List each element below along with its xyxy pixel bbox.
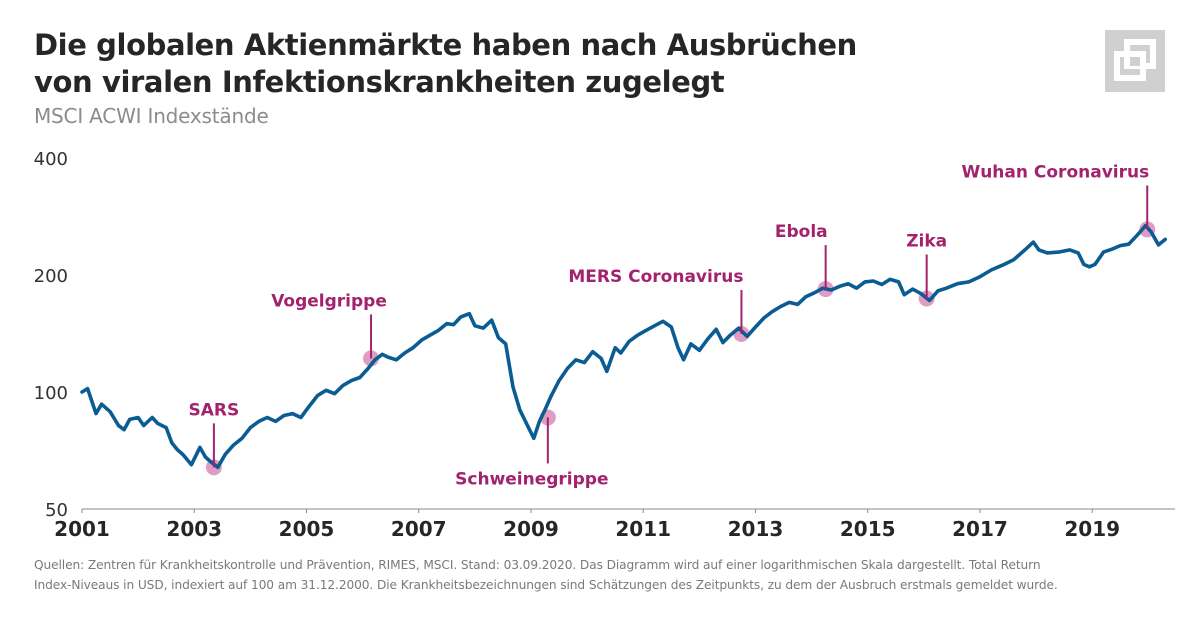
x-tick-label: 2009 [503,517,559,541]
footnote-line-2: Index-Niveaus in USD, indexiert auf 100 … [34,578,1058,592]
y-tick-label: 400 [34,149,68,170]
x-tick-label: 2003 [166,517,222,541]
y-tick-label: 200 [34,266,68,287]
x-tick-label: 2005 [279,517,335,541]
annotation-label: Vogelgrippe [271,291,387,311]
overlapping-squares-logo-icon [1105,30,1165,92]
x-tick-label: 2019 [1064,517,1120,541]
y-tick-label: 100 [34,383,68,404]
footnote-line-1: Quellen: Zentren für Krankheitskontrolle… [34,558,1041,572]
annotation-label: Schweinegrippe [455,469,608,489]
x-tick-label: 2017 [952,517,1008,541]
x-tick-label: 2001 [54,517,110,541]
annotation-label: Zika [906,232,947,252]
x-tick-label: 2007 [391,517,447,541]
series-line-msci-acwi [80,223,1167,470]
y-tick-label: 50 [45,500,68,521]
chart-title: Die globalen Aktienmärkte haben nach Aus… [34,27,857,101]
chart-title-line-1: Die globalen Aktienmärkte haben nach Aus… [34,28,857,62]
annotation-label: MERS Coronavirus [568,267,743,287]
x-tick-label: 2015 [840,517,896,541]
annotations: SARS Vogelgrippe Schweinegrippe MERS Corona… [189,162,1150,489]
annotation-label: Ebola [775,222,828,242]
x-tick-label: 2013 [728,517,784,541]
chart-title-line-2: von viralen Infektionskrankheiten zugele… [34,65,725,99]
footnote: Quellen: Zentren für Krankheitskontrolle… [34,555,1184,595]
y-axis: 50 100 200 400 [34,149,68,521]
x-axis: 2001 2003 2005 2007 2009 2011 2013 2015 2017 2019 [54,509,1120,541]
annotation-label: Wuhan Coronavirus [961,162,1149,182]
annotation-label: SARS [189,400,240,420]
chart-subtitle: MSCI ACWI Indexstände [34,104,269,128]
x-tick-label: 2011 [615,517,671,541]
